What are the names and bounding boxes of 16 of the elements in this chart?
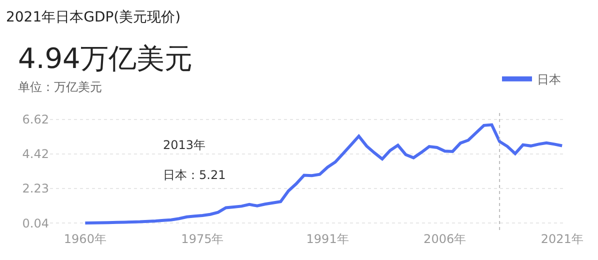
legend-label: 日本 bbox=[537, 72, 561, 87]
x-tick-label: 2021年 bbox=[540, 232, 584, 246]
annotation: 日本：5.21 bbox=[163, 168, 226, 182]
y-tick-label: 6.62 bbox=[22, 112, 49, 126]
y-tick-label: 4.42 bbox=[22, 147, 49, 162]
x-tick-label: 1960年 bbox=[64, 232, 106, 246]
x-tick-label: 1975年 bbox=[181, 232, 224, 246]
chart-title: 2021年日本GDP(美元现价) bbox=[6, 10, 181, 26]
annotation: 2013年 bbox=[163, 138, 206, 152]
x-tick-label: 1991年 bbox=[306, 232, 349, 246]
y-tick-label: 2.23 bbox=[22, 182, 49, 196]
y-axis-title: 单位：万亿美元 bbox=[18, 80, 102, 94]
y-tick-label: 0.04 bbox=[22, 216, 49, 230]
line-series bbox=[84, 123, 564, 225]
chart-subtitle: 4.94万亿美元 bbox=[18, 42, 192, 75]
x-tick-label: 2006年 bbox=[424, 232, 466, 246]
